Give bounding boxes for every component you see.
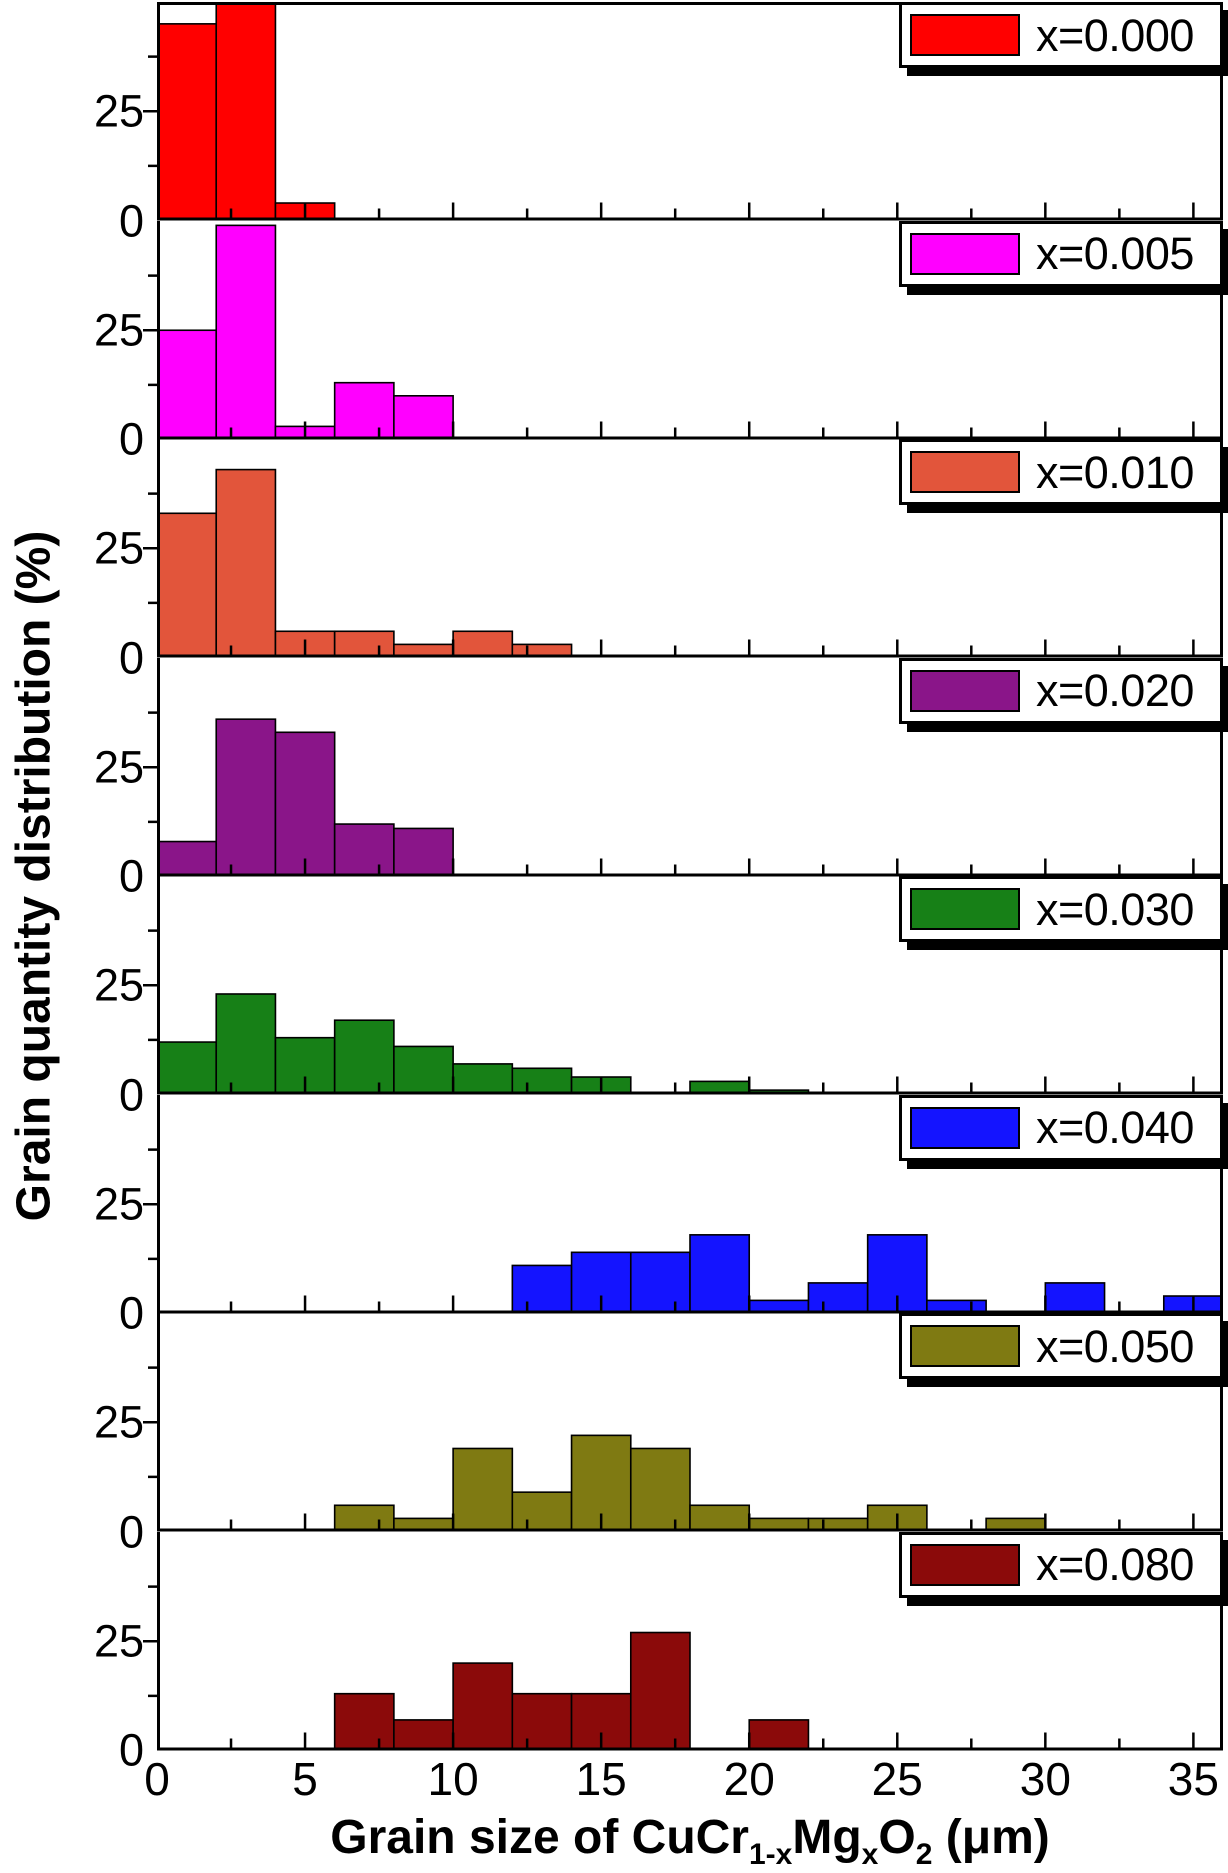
y-tick-label-0: 0 bbox=[118, 1506, 144, 1557]
legend-swatch bbox=[910, 14, 1020, 56]
histogram-svg bbox=[143, 1531, 1223, 1750]
y-tick-label-0: 0 bbox=[118, 195, 144, 246]
legend: x=0.020 bbox=[899, 657, 1223, 724]
legend: x=0.000 bbox=[899, 2, 1223, 68]
x-tick-label: 0 bbox=[144, 1753, 170, 1805]
y-tick-label-0: 0 bbox=[118, 632, 144, 683]
y-tick-label-25: 25 bbox=[93, 304, 144, 356]
legend-swatch bbox=[910, 451, 1020, 493]
y-tick-label-25: 25 bbox=[93, 1178, 144, 1230]
x-tick-label: 35 bbox=[1167, 1753, 1219, 1805]
y-tick-label-25: 25 bbox=[93, 85, 144, 137]
histogram-panel-x=0.040: x=0.040 25 0 bbox=[94, 1094, 1223, 1336]
legend-label: x=0.020 bbox=[1036, 665, 1194, 716]
histogram-panel-x=0.005: x=0.005 25 0 bbox=[94, 220, 1223, 462]
y-tick-label-25: 25 bbox=[93, 741, 144, 793]
legend-label: x=0.050 bbox=[1036, 1320, 1194, 1372]
y-tick-label-25: 25 bbox=[93, 1615, 144, 1667]
histogram-panel-x=0.020: x=0.020 25 0 bbox=[94, 657, 1223, 899]
legend: x=0.030 bbox=[899, 876, 1223, 942]
legend-swatch bbox=[910, 232, 1020, 275]
x-tick-label: 10 bbox=[427, 1753, 479, 1805]
histogram-svg bbox=[143, 1313, 1223, 1532]
y-tick-label-0: 0 bbox=[118, 850, 144, 902]
histogram-panel-x=0.080: x=0.080 25 0 bbox=[94, 1531, 1223, 1773]
plot-area: x=0.000 25 0 x=0.005 25 0 x=0.010 25 0 x… bbox=[94, 2, 1223, 1773]
x-tick-label: 15 bbox=[575, 1753, 627, 1805]
histogram-svg bbox=[143, 1094, 1223, 1313]
histogram-panel-x=0.050: x=0.050 25 0 bbox=[94, 1313, 1223, 1554]
histogram-svg bbox=[143, 876, 1223, 1095]
legend: x=0.050 bbox=[899, 1313, 1223, 1379]
x-axis-title-text: (μm) bbox=[932, 1811, 1050, 1864]
histogram-panel-x=0.030: x=0.030 25 0 bbox=[94, 876, 1223, 1117]
legend-swatch bbox=[910, 1325, 1020, 1367]
legend-swatch bbox=[910, 1106, 1020, 1149]
histogram-svg bbox=[143, 220, 1223, 439]
legend: x=0.005 bbox=[899, 220, 1223, 287]
x-axis-title: Grain size of CuCr1-xMgxO2 (μm) bbox=[157, 1811, 1223, 1871]
legend-label: x=0.040 bbox=[1036, 1102, 1194, 1153]
legend: x=0.010 bbox=[899, 439, 1223, 505]
legend-swatch bbox=[910, 1543, 1020, 1586]
legend-swatch bbox=[910, 669, 1020, 712]
x-axis-title-subscript: 2 bbox=[915, 1838, 933, 1872]
x-tick-label: 30 bbox=[1019, 1753, 1071, 1805]
x-tick-label: 5 bbox=[292, 1753, 318, 1805]
x-axis-title-text: Mg bbox=[792, 1811, 862, 1864]
y-tick-label-25: 25 bbox=[93, 522, 144, 574]
y-tick-label-25: 25 bbox=[93, 959, 144, 1011]
histogram-svg bbox=[143, 439, 1223, 658]
x-axis-title-text: Grain size of CuCr bbox=[330, 1811, 749, 1864]
legend-label: x=0.030 bbox=[1036, 883, 1194, 935]
y-tick-label-0: 0 bbox=[118, 1069, 144, 1120]
x-tick-label: 25 bbox=[871, 1753, 923, 1805]
y-tick-label-25: 25 bbox=[93, 1396, 144, 1448]
y-tick-label-0: 0 bbox=[118, 1724, 144, 1776]
legend-swatch bbox=[910, 888, 1020, 930]
legend-label: x=0.000 bbox=[1036, 9, 1194, 61]
legend-label: x=0.080 bbox=[1036, 1539, 1194, 1590]
legend-label: x=0.005 bbox=[1036, 228, 1194, 279]
y-tick-label-0: 0 bbox=[118, 1287, 144, 1339]
histogram-svg bbox=[143, 657, 1223, 876]
x-axis-title-subscript: 1-x bbox=[748, 1838, 793, 1872]
legend: x=0.080 bbox=[899, 1531, 1223, 1598]
x-tick-label: 20 bbox=[723, 1753, 775, 1805]
legend: x=0.040 bbox=[899, 1094, 1223, 1161]
x-axis-title-text: O bbox=[878, 1811, 916, 1864]
histogram-panel-x=0.010: x=0.010 25 0 bbox=[94, 439, 1223, 680]
y-tick-label-0: 0 bbox=[118, 413, 144, 465]
x-axis-title-subscript: x bbox=[861, 1838, 879, 1872]
x-tick-labels: 0 5 10 15 20 25 30 35 bbox=[144, 1753, 1223, 1808]
legend-label: x=0.010 bbox=[1036, 446, 1194, 498]
histogram-panel-x=0.000: x=0.000 25 0 bbox=[94, 2, 1223, 243]
